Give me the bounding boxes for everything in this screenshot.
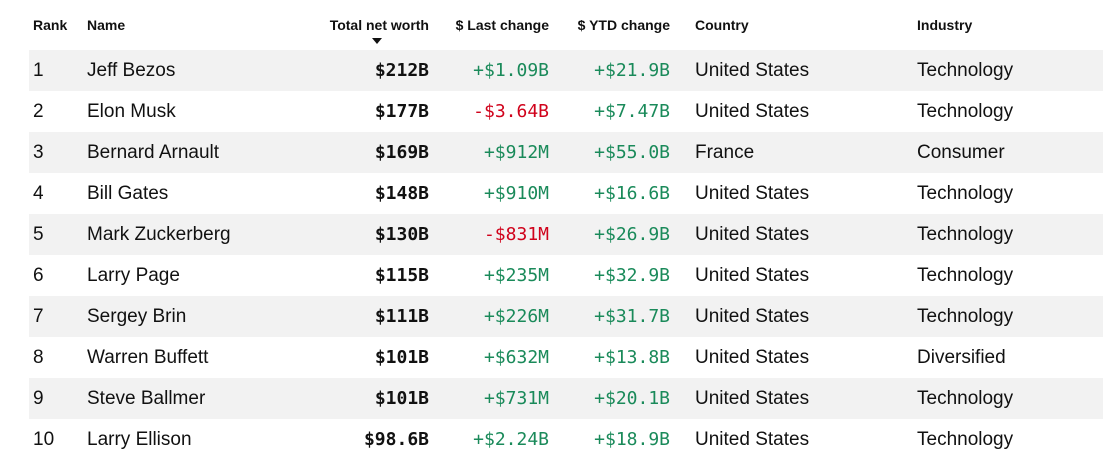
industry-cell: Consumer — [917, 142, 1005, 163]
name-cell[interactable]: Larry Page — [87, 265, 180, 286]
rank-cell: 7 — [33, 306, 44, 327]
ytd-change-cell: +$26.9B — [594, 224, 670, 245]
rank-cell: 3 — [33, 142, 44, 163]
industry-cell: Technology — [917, 306, 1014, 327]
last-change-cell: +$235M — [483, 265, 549, 286]
net-worth-cell: $212B — [374, 60, 429, 81]
table-body: 1 Jeff Bezos $212B +$1.09B +$21.9B United Sta… — [29, 50, 1103, 460]
column-header-ytd-change[interactable]: $ YTD change — [577, 17, 670, 33]
ytd-change-cell: +$32.9B — [594, 265, 670, 286]
net-worth-cell: $115B — [374, 265, 429, 286]
column-header-name[interactable]: Name — [87, 17, 126, 33]
column-header-last-change[interactable]: $ Last change — [455, 17, 549, 33]
last-change-cell: +$1.09B — [473, 60, 549, 81]
name-cell[interactable]: Mark Zuckerberg — [87, 224, 231, 245]
name-cell[interactable]: Steve Ballmer — [87, 388, 206, 409]
country-cell: United States — [695, 101, 810, 122]
last-change-cell: -$3.64B — [473, 101, 549, 122]
net-worth-cell: $177B — [374, 101, 429, 122]
table-row[interactable]: 10 Larry Ellison $98.6B +$2.24B +$18.9B Unite… — [29, 419, 1103, 460]
country-cell: United States — [695, 265, 810, 286]
net-worth-cell: $98.6B — [363, 429, 429, 450]
column-header-rank[interactable]: Rank — [33, 17, 68, 33]
country-cell: United States — [695, 60, 810, 81]
rank-cell: 1 — [33, 60, 44, 81]
last-change-cell: +$632M — [483, 347, 549, 368]
ytd-change-cell: +$21.9B — [594, 60, 670, 81]
net-worth-cell: $169B — [374, 142, 429, 163]
last-change-cell: +$2.24B — [473, 429, 549, 450]
table-row[interactable]: 6 Larry Page $115B +$235M +$32.9B United Stat… — [29, 255, 1103, 296]
country-cell: United States — [695, 388, 810, 409]
name-cell[interactable]: Elon Musk — [87, 101, 176, 122]
column-header-total-net-worth[interactable]: Total net worth — [329, 17, 429, 33]
country-cell: United States — [695, 183, 810, 204]
industry-cell: Technology — [917, 60, 1014, 81]
column-header-industry[interactable]: Industry — [917, 17, 973, 33]
name-cell[interactable]: Bernard Arnault — [87, 142, 220, 163]
name-cell[interactable]: Larry Ellison — [87, 429, 192, 450]
table-row[interactable]: 2 Elon Musk $177B -$3.64B +$7.47B United Stat… — [29, 91, 1103, 132]
table-row[interactable]: 9 Steve Ballmer $101B +$731M +$20.1B United S… — [29, 378, 1103, 419]
country-cell: United States — [695, 306, 810, 327]
industry-cell: Technology — [917, 388, 1014, 409]
net-worth-cell: $101B — [374, 347, 429, 368]
last-change-cell: +$910M — [483, 183, 549, 204]
rank-cell: 2 — [33, 101, 44, 122]
industry-cell: Technology — [917, 265, 1014, 286]
rank-cell: 10 — [33, 429, 55, 450]
ytd-change-cell: +$13.8B — [594, 347, 670, 368]
last-change-cell: +$912M — [483, 142, 549, 163]
name-cell[interactable]: Warren Buffett — [87, 347, 209, 368]
table-row[interactable]: 1 Jeff Bezos $212B +$1.09B +$21.9B United Sta… — [29, 50, 1103, 91]
sort-down-icon[interactable] — [372, 38, 382, 44]
ytd-change-cell: +$16.6B — [594, 183, 670, 204]
last-change-cell: -$831M — [483, 224, 549, 245]
name-cell[interactable]: Sergey Brin — [87, 306, 187, 327]
ytd-change-cell: +$18.9B — [594, 429, 670, 450]
table-row[interactable]: 4 Bill Gates $148B +$910M +$16.6B United Stat… — [29, 173, 1103, 214]
table-header: Rank Name Total net worth $ Last change … — [29, 0, 1103, 50]
net-worth-cell: $148B — [374, 183, 429, 204]
industry-cell: Technology — [917, 101, 1014, 122]
rank-cell: 8 — [33, 347, 44, 368]
country-cell: United States — [695, 224, 810, 245]
country-cell: France — [695, 142, 755, 163]
billionaires-table: Rank Name Total net worth $ Last change … — [29, 0, 1103, 460]
net-worth-cell: $101B — [374, 388, 429, 409]
name-cell[interactable]: Bill Gates — [87, 183, 169, 204]
rank-cell: 9 — [33, 388, 44, 409]
industry-cell: Technology — [917, 224, 1014, 245]
ytd-change-cell: +$31.7B — [594, 306, 670, 327]
industry-cell: Technology — [917, 429, 1014, 450]
country-cell: United States — [695, 347, 810, 368]
rank-cell: 4 — [33, 183, 44, 204]
net-worth-cell: $111B — [374, 306, 429, 327]
ytd-change-cell: +$55.0B — [594, 142, 670, 163]
table-row[interactable]: 5 Mark Zuckerberg $130B -$831M +$26.9B United… — [29, 214, 1103, 255]
industry-cell: Technology — [917, 183, 1014, 204]
last-change-cell: +$731M — [483, 388, 549, 409]
ytd-change-cell: +$20.1B — [594, 388, 670, 409]
rank-cell: 6 — [33, 265, 44, 286]
ytd-change-cell: +$7.47B — [594, 101, 670, 122]
table-row[interactable]: 3 Bernard Arnault $169B +$912M +$55.0B France… — [29, 132, 1103, 173]
table-row[interactable]: 8 Warren Buffett $101B +$632M +$13.8B United … — [29, 337, 1103, 378]
column-header-country[interactable]: Country — [695, 17, 749, 33]
net-worth-cell: $130B — [374, 224, 429, 245]
last-change-cell: +$226M — [483, 306, 549, 327]
name-cell[interactable]: Jeff Bezos — [87, 60, 176, 81]
industry-cell: Diversified — [917, 347, 1006, 368]
table-row[interactable]: 7 Sergey Brin $111B +$226M +$31.7B United Sta… — [29, 296, 1103, 337]
rank-cell: 5 — [33, 224, 44, 245]
country-cell: United States — [695, 429, 810, 450]
